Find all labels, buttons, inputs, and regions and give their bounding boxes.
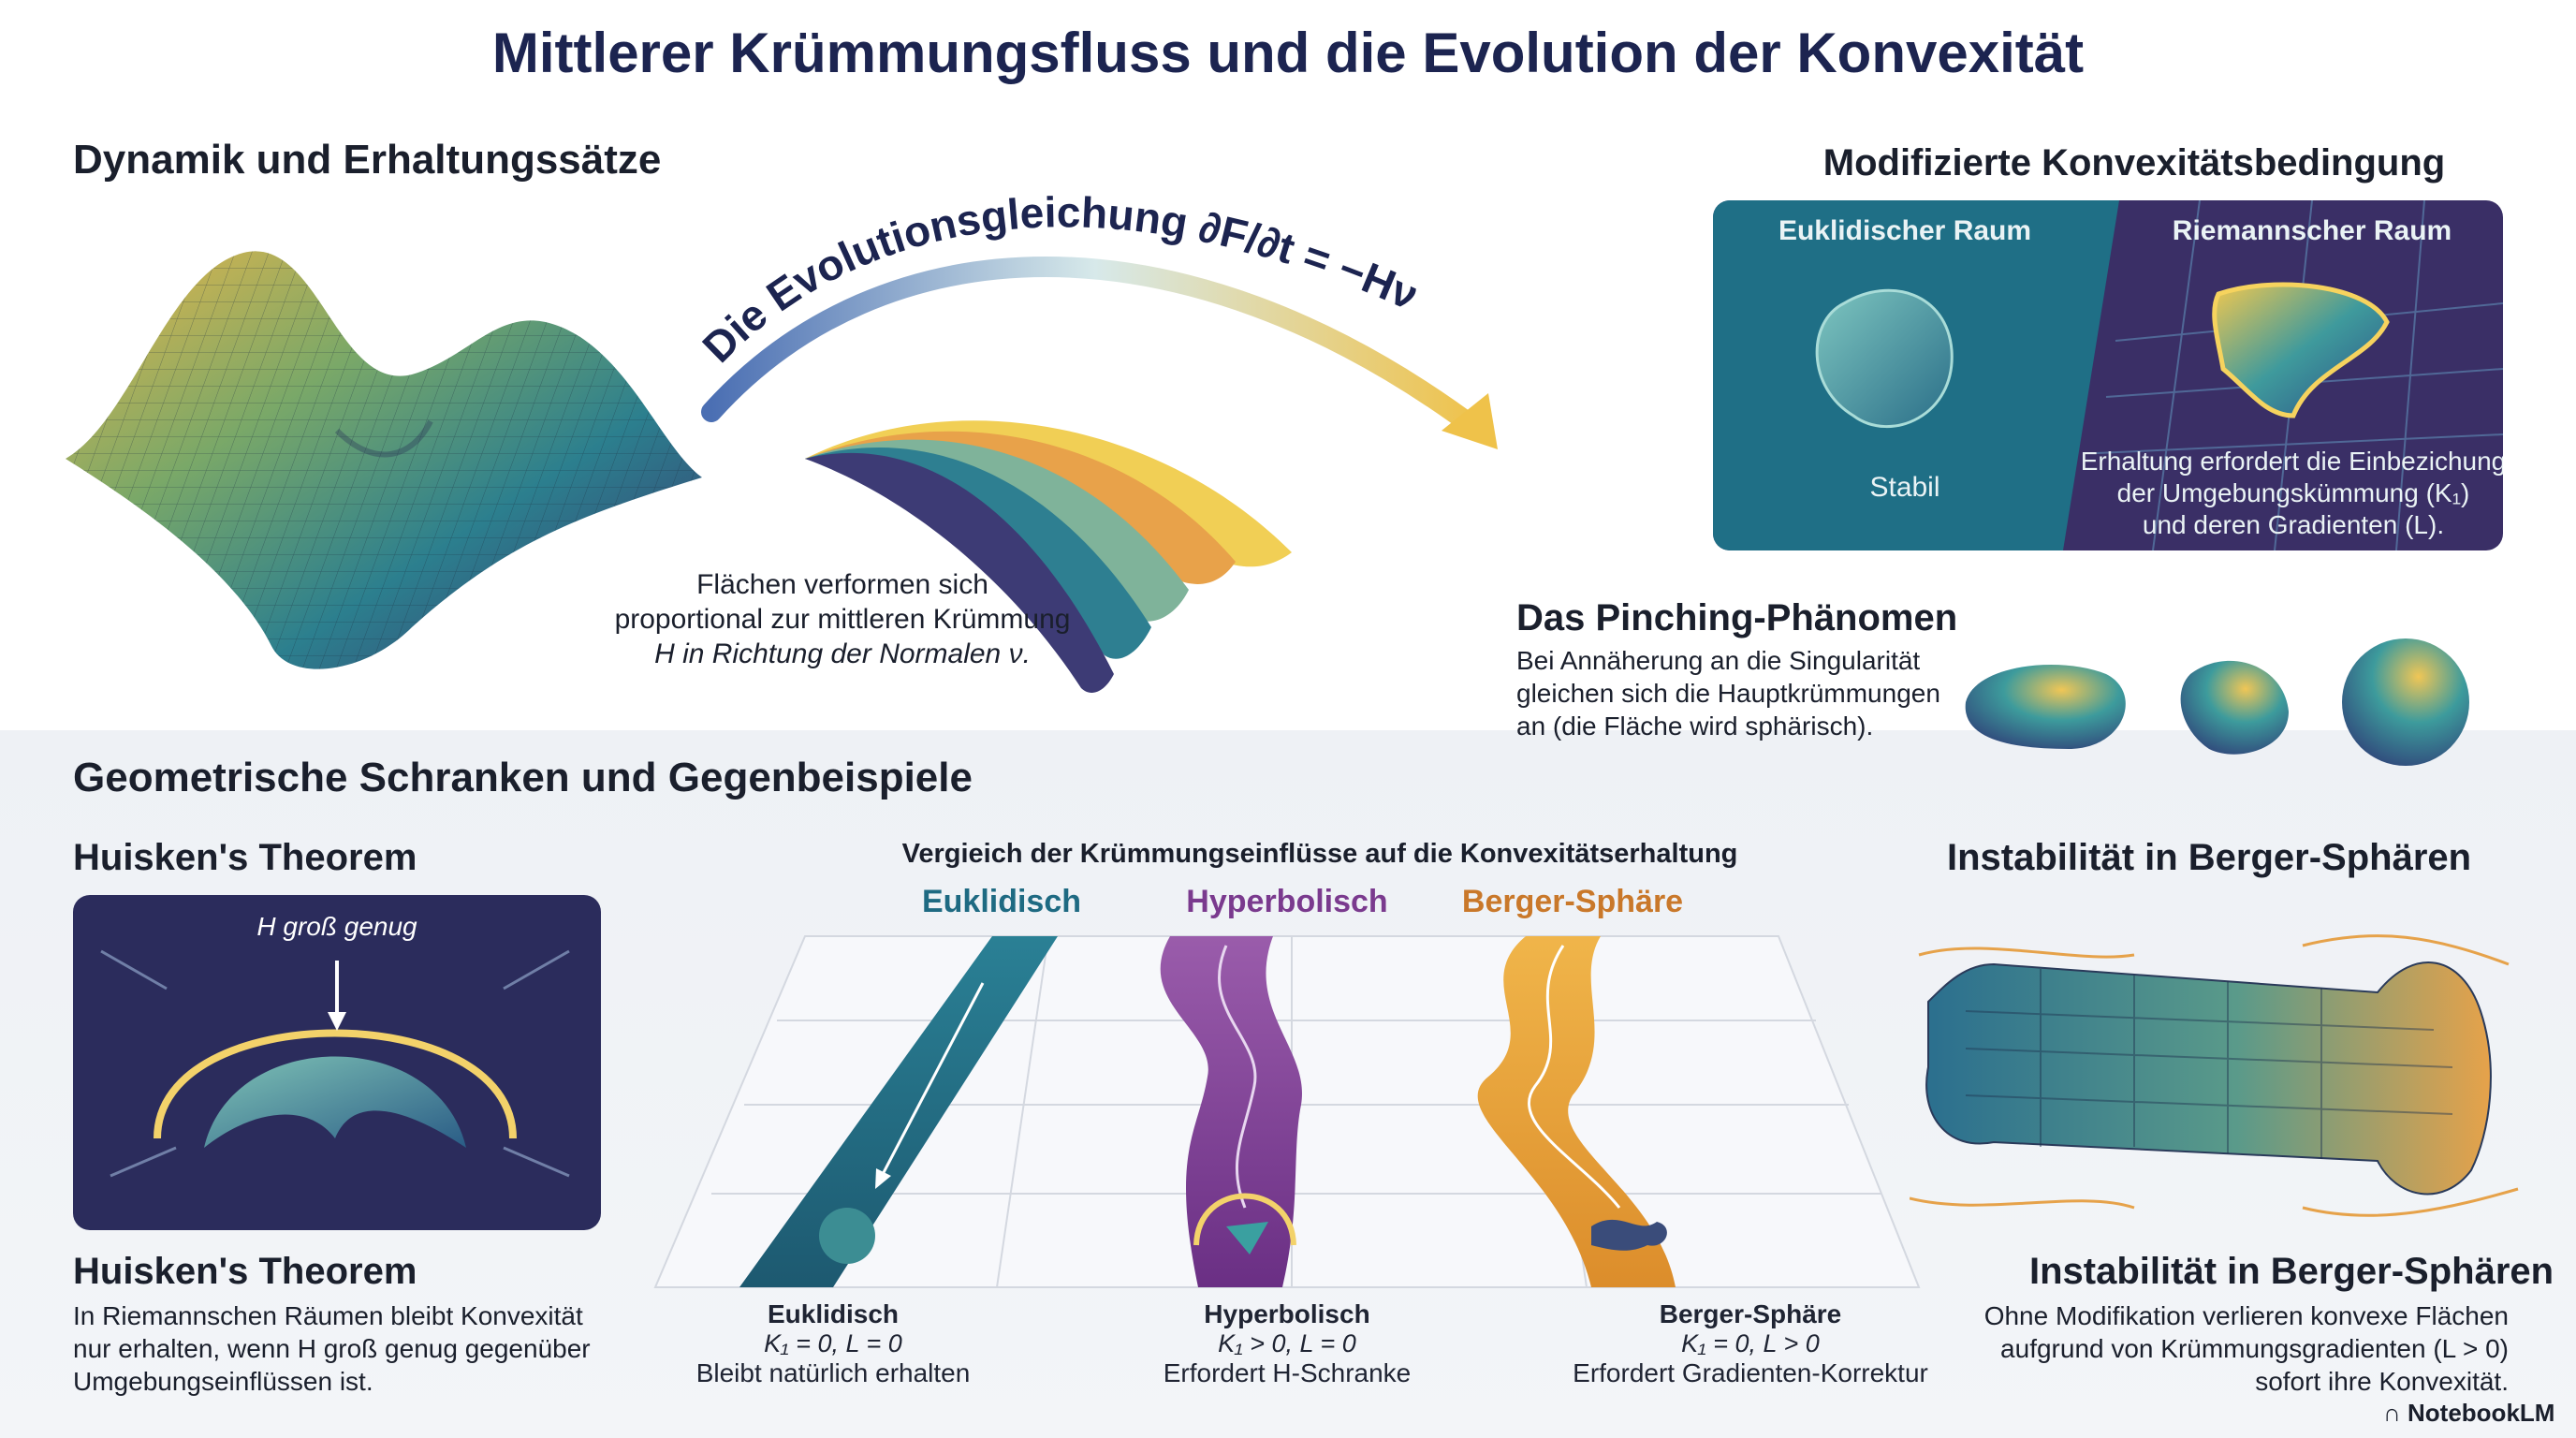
huisken-text-line-2: nur erhalten, wenn H groß genug gegenübe… (73, 1334, 591, 1363)
berger-text-line-2: aufgrund von Krümmungsgradienten (L > 0) (2000, 1334, 2509, 1363)
hyperbolic-shape (1226, 1222, 1268, 1255)
column-hyperbolisch-caption: Hyperbolisch K₁ > 0, L = 0 Erfordert H-S… (1100, 1299, 1474, 1388)
comparison-heading: Vergieich der Krümmungseinflüsse auf die… (901, 839, 1738, 869)
column-euklidisch-caption: Euklidisch K₁ = 0, L = 0 Bleibt natürlic… (646, 1299, 1020, 1388)
berger-text-line-3: sofort ihre Konvexität. (2255, 1367, 2509, 1396)
huisken-panel-art (100, 949, 570, 1178)
huisken-heading-bottom: Huisken's Theorem (73, 1251, 417, 1292)
pinching-text-line-1: Bei Annäherung an die Singularität (1516, 646, 1921, 675)
column-hyperbolisch-condition: K₁ > 0, L = 0 (1218, 1329, 1356, 1357)
riemann-text-line-2: der Umgebungskümmung (K₁) (2116, 478, 2470, 507)
deforming-sheets-illustration (805, 420, 1292, 693)
berger-text: Ohne Modifikation verlieren konvexe Fläc… (1947, 1299, 2509, 1398)
huisken-panel: H groß genug (73, 895, 601, 1230)
riemann-text-line-1: Erhaltung erfordert die Einbezichung (2080, 447, 2503, 476)
pinching-shapes (1965, 638, 2469, 766)
pinching-heading: Das Pinching-Phänomen (1516, 597, 1958, 638)
column-euklidisch-description: Bleibt natürlich erhalten (695, 1358, 971, 1387)
column-berger-condition: K₁ = 0, L > 0 (1681, 1329, 1820, 1357)
berger-heading-top: Instabilität in Berger-Sphären (1947, 837, 2472, 878)
huisken-text: In Riemannschen Räumen bleibt Konvexität… (73, 1299, 597, 1398)
euclid-sphere (819, 1208, 875, 1264)
berger-shape (1591, 1219, 1667, 1251)
column-euklidisch-title: Euklidisch (767, 1299, 900, 1328)
column-hyperbolisch-description: Erfordert H-Schranke (1163, 1358, 1412, 1387)
dynamics-caption-line-1: Flächen verformen sich (696, 569, 988, 600)
euclid-space-label: Euklidischer Raum (1778, 215, 2032, 246)
column-euklidisch-condition: K₁ = 0, L = 0 (764, 1329, 902, 1357)
dynamics-caption-line-2: proportional zur mittleren Krümmung (614, 604, 1071, 635)
wave-surface-illustration (66, 251, 702, 669)
convexity-panel: Euklidischer Raum Stabil Riemannscher Ra… (1713, 200, 2503, 550)
dynamics-caption-line-3: H in Richtung der Normalen ν. (654, 638, 1031, 669)
huisken-h-label: H groß genug (256, 912, 417, 941)
euclid-stable-label: Stabil (1869, 472, 1940, 503)
column-hyperbolisch-title: Hyperbolisch (1204, 1299, 1370, 1328)
berger-path (1477, 936, 1676, 1287)
column-title-hyperbolisch: Hyperbolisch (1186, 884, 1388, 919)
riemann-text-line-3: und deren Gradienten (L). (2142, 510, 2445, 539)
pinching-text: Bei Annäherung an die Singularität gleic… (1516, 644, 2003, 742)
notebooklm-icon: ∩ (2383, 1399, 2401, 1427)
riemann-text: Erhaltung erfordert die Einbezichung der… (2078, 446, 2503, 541)
brand-logo: ∩ NotebookLM (2383, 1399, 2554, 1428)
pinching-text-line-2: gleichen sich die Hauptkrümmungen (1516, 679, 1940, 708)
euclid-path (739, 936, 1058, 1287)
page-title: Mittlerer Krümmungsfluss und die Evoluti… (491, 22, 2085, 84)
column-berger-caption: Berger-Sphäre K₁ = 0, L > 0 Erfordert Gr… (1535, 1299, 1966, 1388)
pinching-shape-3 (2342, 638, 2469, 766)
column-berger-title: Berger-Sphäre (1659, 1299, 1842, 1328)
bounds-heading: Geometrische Schranken und Gegenbeispiel… (73, 755, 973, 800)
evolution-arc: Die Evolutionsgleichung ∂F/∂t = −Hν (693, 187, 1498, 449)
pinching-text-line-3: an (die Fläche wird sphärisch). (1516, 712, 1874, 741)
dynamics-caption: Flächen verformen sich proportional zur … (562, 567, 1123, 671)
column-title-euklidisch: Euklidisch (921, 884, 1082, 919)
pinching-shape-1 (1965, 665, 2126, 749)
pinching-shape-2 (2180, 660, 2289, 755)
huisken-text-line-1: In Riemannschen Räumen bleibt Konvexität (73, 1301, 583, 1330)
berger-heading-bottom: Instabilität in Berger-Sphären (2029, 1251, 2554, 1292)
column-title-berger: Berger-Sphäre (1461, 884, 1684, 919)
berger-instability-illustration (1910, 934, 2519, 1217)
brand-name: NotebookLM (2408, 1399, 2555, 1427)
convexity-panel-art (1713, 200, 2503, 550)
dynamics-heading: Dynamik und Erhaltungssätze (73, 137, 662, 183)
berger-text-line-1: Ohne Modifikation verlieren konvexe Fläc… (1983, 1301, 2509, 1330)
huisken-text-line-3: Umgebungseinflüssen ist. (73, 1367, 373, 1396)
riemann-space-label: Riemannscher Raum (2172, 215, 2452, 246)
column-berger-description: Erfordert Gradienten-Korrektur (1573, 1358, 1928, 1387)
comparison-grid (653, 935, 1921, 1288)
huisken-heading-top: Huisken's Theorem (73, 837, 417, 878)
convexity-heading: Modifizierte Konvexitätsbedingung (1822, 142, 2446, 183)
